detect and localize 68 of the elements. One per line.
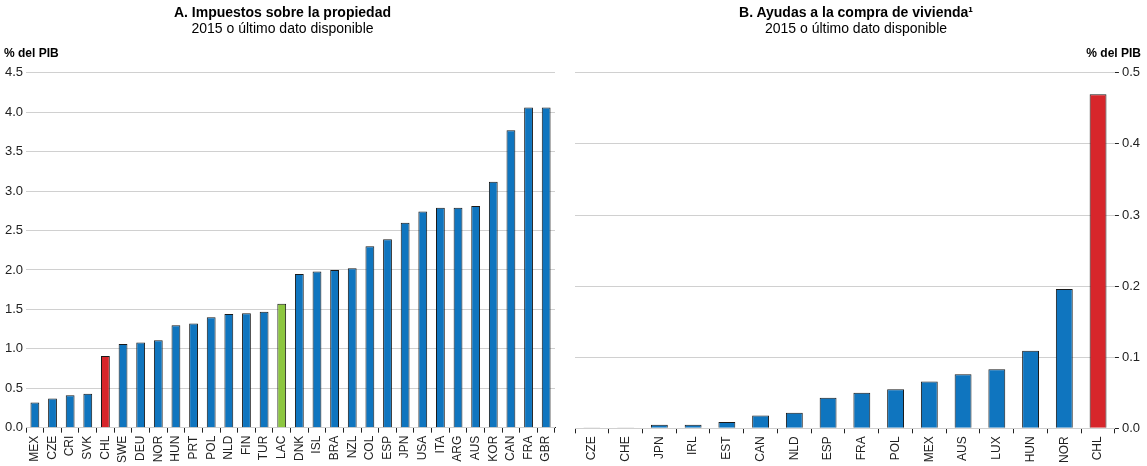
x-tick-label: MEX: [27, 435, 42, 462]
y-axis-title: % del PIB: [4, 46, 59, 60]
x-tick-label: FIN: [238, 435, 253, 456]
x-tick-label: CAN: [752, 436, 767, 462]
x-tick-label: IRL: [685, 436, 700, 456]
x-tick-label: NZL: [344, 435, 359, 459]
y2-tick-label: 0.3: [1121, 206, 1141, 222]
x-tick-label: NOR: [150, 435, 165, 463]
y2-axis-title: % del PIB: [1086, 46, 1141, 60]
x-tick-label: LUX: [989, 436, 1004, 460]
x-tick-label: BRA: [326, 435, 341, 461]
x-tick-label: AUS: [467, 435, 482, 461]
y-tick-label: 1.5: [4, 300, 24, 316]
x-tick-label: SVK: [80, 435, 95, 460]
x-tick-label: JPN: [397, 435, 412, 459]
x-tick-label: POL: [203, 435, 218, 460]
x-tick-label: LAC: [274, 435, 289, 460]
x-tick-label: KOR: [485, 435, 500, 462]
x-tick-label: FRA: [520, 435, 535, 460]
x-tick-label: NOR: [1056, 436, 1071, 464]
y2-tick-label: 0.0: [1121, 419, 1141, 435]
x-tick-label: HUN: [1022, 436, 1037, 463]
chart-subtitle: 2015 o último dato disponible: [190, 20, 375, 36]
x-tick-label: NLD: [786, 436, 801, 461]
x-tick-label: COL: [362, 435, 377, 461]
chart-title: A. Impuestos sobre la propiedad: [172, 4, 392, 20]
x-tick-label: AUS: [955, 436, 970, 462]
x-tick-label: CZE: [44, 435, 59, 460]
y2-tick-label: 0.4: [1121, 135, 1141, 151]
x-tick-label: FRA: [854, 436, 869, 461]
x-tick-label: USA: [415, 435, 430, 461]
x-tick-label: CHL: [97, 435, 112, 460]
x-tick-label: DEU: [132, 435, 147, 462]
y2-tick-label: 0.5: [1121, 64, 1141, 80]
y-tick-label: 4.5: [4, 64, 24, 80]
y-tick-label: 2.5: [4, 222, 24, 238]
y2-tick-label: 0.1: [1121, 348, 1141, 364]
x-tick-label: MEX: [921, 436, 936, 463]
y-tick-label: 3.5: [4, 143, 24, 159]
x-tick-label: CHE: [617, 436, 632, 462]
y-tick-label: 4.0: [4, 103, 24, 119]
x-tick-label: ARG: [450, 435, 465, 462]
x-tick-label: ESP: [379, 435, 394, 460]
x-tick-label: PRT: [185, 435, 200, 460]
x-tick-label: CAN: [503, 435, 518, 462]
x-tick-label: ISL: [309, 435, 324, 454]
chart-subtitle: 2015 o último dato disponible: [763, 20, 949, 36]
x-tick-label: POL: [887, 436, 902, 461]
y-tick-label: 0.5: [4, 379, 24, 395]
x-tick-label: ESP: [820, 436, 835, 461]
x-tick-label: DNK: [291, 435, 306, 462]
x-tick-label: GBR: [538, 435, 553, 462]
y-tick-label: 3.0: [4, 182, 24, 198]
chart-title: B. Ayudas a la compra de vivienda¹: [738, 4, 974, 20]
x-tick-label: ITA: [432, 435, 447, 454]
y-tick-label: 1.0: [4, 340, 24, 356]
x-tick-label: HUN: [168, 435, 183, 462]
x-tick-label: JPN: [651, 436, 666, 460]
x-tick-label: EST: [719, 435, 734, 460]
x-tick-label: CRI: [62, 435, 77, 457]
x-tick-label: SWE: [115, 435, 130, 464]
y2-tick-label: 0.2: [1121, 277, 1141, 293]
y-tick-label: 2.0: [4, 261, 24, 277]
x-tick-label: CHL: [1090, 436, 1105, 461]
y-tick-label: 0.0: [4, 419, 24, 435]
x-tick-label: TUR: [256, 435, 271, 461]
x-tick-label: CZE: [584, 436, 599, 461]
x-tick-label: NLD: [221, 435, 236, 460]
